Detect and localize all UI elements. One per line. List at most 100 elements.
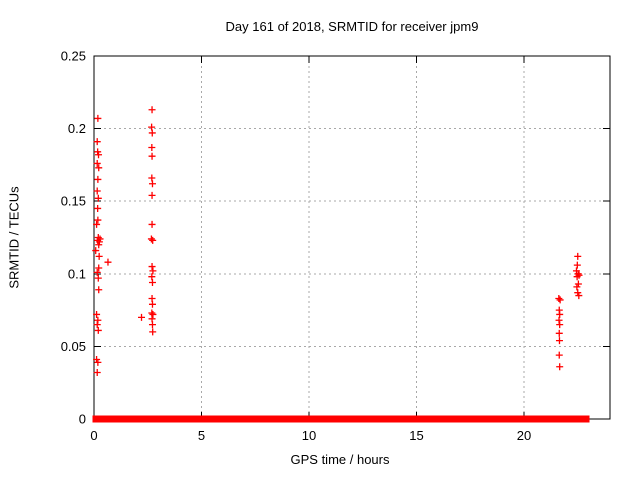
zero-band-segment	[505, 415, 522, 423]
zero-band-segment	[449, 415, 460, 423]
zero-band-segment	[381, 415, 394, 423]
zero-band-segment	[550, 415, 563, 423]
zero-band-segment	[376, 415, 386, 423]
zero-band-segment	[210, 415, 267, 423]
data-point-marker	[148, 300, 156, 308]
zero-band-segment	[365, 415, 380, 423]
data-point-marker	[94, 175, 102, 183]
data-point-marker	[555, 294, 563, 302]
data-point-marker	[556, 296, 564, 304]
data-point-marker	[95, 252, 103, 260]
data-point-marker	[93, 268, 101, 276]
data-point-marker	[555, 337, 563, 345]
zero-band-segment	[261, 415, 286, 423]
data-point-marker	[573, 273, 581, 281]
zero-band-segment	[308, 415, 319, 423]
y-tick-label: 0.1	[68, 266, 86, 281]
data-point-marker	[148, 263, 156, 271]
data-point-marker	[93, 369, 101, 377]
data-point-marker	[149, 267, 157, 275]
x-tick-label: 10	[302, 428, 316, 443]
x-tick-label: 5	[198, 428, 205, 443]
zero-band-segment	[327, 415, 338, 423]
data-point-marker	[94, 114, 102, 122]
zero-band-segment	[389, 415, 402, 423]
x-tick-label: 20	[517, 428, 531, 443]
data-point-marker	[575, 292, 583, 300]
data-point-marker	[95, 264, 103, 272]
data-point-marker	[149, 236, 157, 244]
zero-band-segment	[92, 415, 131, 423]
zero-band-segment	[298, 415, 308, 423]
zero-band-segment	[422, 415, 436, 423]
zero-band-segment	[486, 415, 497, 423]
data-point-marker	[556, 363, 564, 371]
zero-band-segment	[418, 415, 427, 423]
zero-band-segment	[338, 415, 348, 423]
data-point-marker	[148, 191, 156, 199]
data-point-marker	[149, 328, 157, 336]
zero-band-segment	[149, 415, 161, 423]
zero-band-segment	[430, 415, 450, 423]
zero-band-segment	[462, 415, 483, 423]
zero-band-segment	[444, 415, 454, 423]
data-point-marker	[93, 321, 101, 329]
zero-band-segment	[313, 415, 323, 423]
data-point-marker	[138, 313, 146, 321]
data-point-marker	[148, 129, 156, 137]
data-point-marker	[92, 247, 100, 255]
zero-band-segment	[408, 415, 423, 423]
data-point-marker	[94, 274, 102, 282]
zero-band-segment	[293, 415, 303, 423]
data-point-marker	[95, 151, 103, 159]
data-point-marker	[104, 258, 112, 266]
x-tick-label: 15	[409, 428, 423, 443]
data-point-marker	[149, 310, 157, 318]
data-point-marker	[94, 326, 102, 334]
y-tick-label: 0.15	[61, 194, 86, 209]
zero-band-segment	[281, 415, 293, 423]
y-tick-label: 0.05	[61, 339, 86, 354]
data-point-marker	[148, 220, 156, 228]
data-point-marker	[94, 216, 102, 224]
zero-band-segment	[526, 415, 539, 423]
data-point-marker	[148, 279, 156, 287]
data-point-marker	[573, 283, 581, 291]
data-point-marker	[93, 138, 101, 146]
data-point-marker	[148, 152, 156, 160]
zero-band-segment	[343, 415, 358, 423]
data-point-marker	[574, 252, 582, 260]
zero-band-segment	[533, 415, 545, 423]
zero-band-segment	[128, 415, 154, 423]
zero-band-segment	[454, 415, 468, 423]
zero-band-segment	[352, 415, 367, 423]
x-tick-label: 0	[90, 428, 97, 443]
data-point-marker	[148, 106, 156, 114]
data-point-marker	[573, 261, 581, 269]
zero-band-segment	[318, 415, 333, 423]
zero-band-segment	[496, 415, 509, 423]
data-point-marker	[148, 143, 156, 151]
zero-band-segment	[557, 415, 571, 423]
data-point-marker	[148, 321, 156, 329]
zero-band-segment	[156, 415, 171, 423]
data-point-marker	[95, 164, 103, 172]
data-point-marker	[148, 180, 156, 188]
data-point-marker	[556, 321, 564, 329]
chart-title: Day 161 of 2018, SRMTID for receiver jpm…	[225, 19, 479, 34]
y-tick-label: 0	[79, 412, 86, 427]
data-point-marker	[94, 358, 102, 366]
y-tick-label: 0.25	[61, 49, 86, 64]
zero-band-segment	[333, 415, 344, 423]
data-point-marker	[147, 235, 155, 243]
x-axis-label: GPS time / hours	[290, 452, 390, 467]
data-point-marker	[95, 286, 103, 294]
data-point-marker	[94, 204, 102, 212]
zero-band-segment	[287, 415, 298, 423]
data-point-marker	[555, 329, 563, 337]
zero-band-segment	[540, 415, 554, 423]
plot-border	[93, 55, 611, 420]
data-point-marker	[93, 310, 101, 318]
